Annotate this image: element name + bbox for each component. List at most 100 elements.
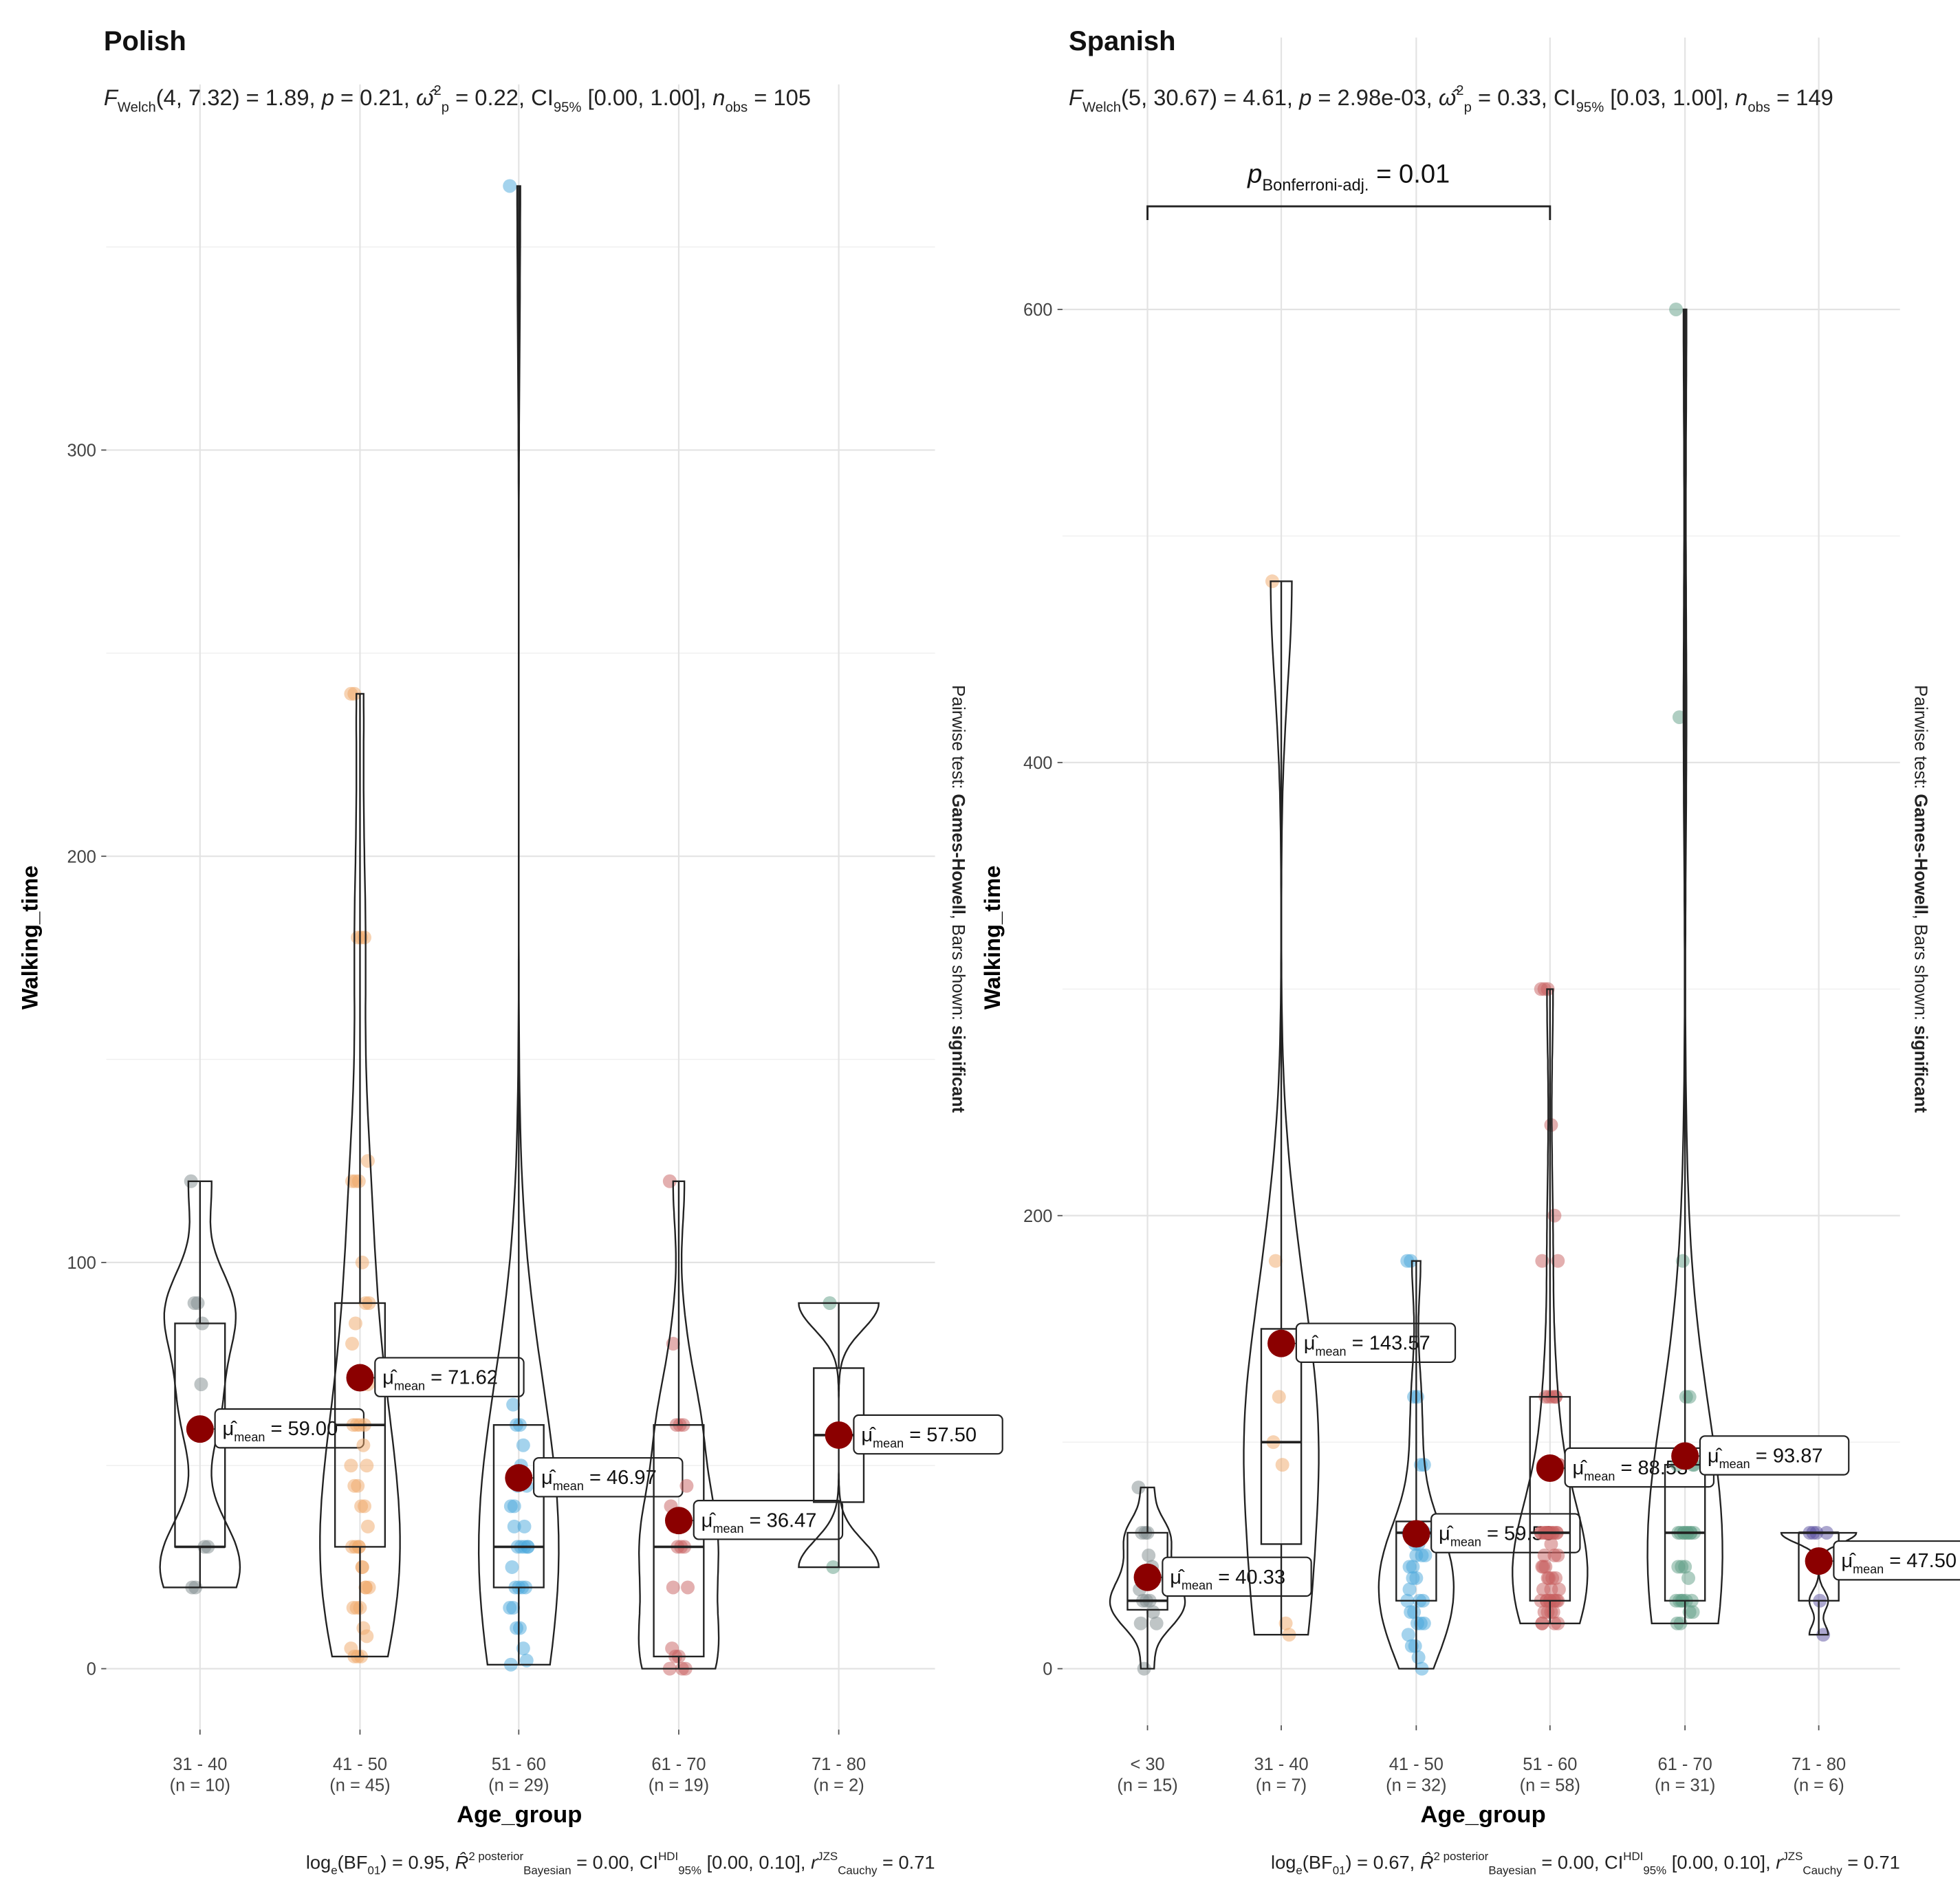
text-segment: = 57.50 (904, 1424, 977, 1446)
text-segment: = 93.87 (1750, 1445, 1823, 1467)
text-segment: 01 (1333, 1864, 1346, 1877)
data-point (347, 686, 362, 701)
x-tick-label: 61 - 70 (651, 1755, 706, 1774)
y-axis-title: Walking_time (979, 866, 1005, 1010)
text-segment: = 71.62 (425, 1367, 498, 1389)
y-tick-label: 400 (1023, 754, 1052, 773)
mean-label: μ̂mean = 59.00 (213, 1408, 365, 1449)
data-point (507, 1519, 521, 1533)
text-segment: = 0.21, (334, 85, 416, 110)
text-segment: mean (394, 1379, 425, 1393)
x-tick-label: 61 - 70 (1658, 1755, 1712, 1774)
violin (159, 1180, 241, 1588)
text-segment: n (712, 85, 725, 110)
data-point (1406, 1571, 1420, 1585)
data-point (345, 1337, 360, 1351)
x-tick-label: 31 - 40 (173, 1755, 227, 1774)
group-51-60: 51 - 60 (n = 29) μ̂mean = 46.97 (477, 179, 684, 1795)
x-tick-label: 51 - 60 (1523, 1755, 1577, 1774)
data-point (358, 1580, 373, 1595)
text-segment: μ̂ (382, 1367, 398, 1389)
text-segment: = 149 (1770, 85, 1833, 110)
significance-bracket: pBonferroni-adj. = 0.01 (1146, 159, 1551, 221)
text-segment: mean (1853, 1562, 1884, 1576)
x-tick-label: 71 - 80 (1792, 1755, 1846, 1774)
text-segment: Welch (118, 100, 156, 116)
x-tick-label: 41 - 50 (333, 1755, 387, 1774)
data-point (1408, 1639, 1422, 1653)
text-segment: mean (1182, 1579, 1212, 1593)
y-tick-label: 0 (87, 1660, 96, 1679)
text-segment: μ̂ (541, 1467, 556, 1489)
mean-point (1805, 1547, 1833, 1575)
text-segment: r (811, 1851, 818, 1872)
group--30: < 30 (n = 15) μ̂mean = 40.33 (1109, 1481, 1312, 1795)
data-point (351, 1478, 365, 1493)
text-segment: = 0.22, CI (449, 85, 554, 110)
group-31-40: 31 - 40 (n = 10) μ̂mean = 59.00 (159, 1174, 365, 1795)
text-segment: p (442, 100, 449, 116)
text-segment: μ̂ (223, 1418, 238, 1440)
x-tick-label: 71 - 80 (812, 1755, 866, 1774)
data-point (1540, 1571, 1555, 1585)
text-segment: HDI (1623, 1850, 1643, 1863)
x-tick-n-label: (n = 15) (1117, 1776, 1177, 1795)
data-point (681, 1580, 695, 1595)
text-segment: p (321, 85, 334, 110)
panel-spanish: 0 200 400 600 Spanish FWelch(5, 30.67) = 4.61… (979, 26, 1960, 1877)
panel-title: Spanish (1069, 26, 1175, 56)
y-axis-title: Walking_time (17, 866, 43, 1010)
data-point (1671, 1560, 1686, 1574)
text-segment: [0.00, 1.00], (581, 85, 712, 110)
mean-label-text: μ̂mean = 36.47 (701, 1509, 817, 1536)
text-segment: mean (1450, 1535, 1481, 1549)
side-note-segment: Games-Howell (1911, 794, 1930, 914)
box (1529, 1396, 1571, 1602)
data-point (1146, 1605, 1160, 1619)
text-segment: = 36.47 (744, 1509, 817, 1531)
pairwise-test-note: Pairwise test: Games-Howell, Bars shown:… (1911, 685, 1930, 1113)
data-point (516, 1438, 530, 1452)
mean-point (1133, 1563, 1162, 1591)
x-tick-label: < 30 (1130, 1755, 1164, 1774)
text-segment: = 46.97 (584, 1467, 657, 1489)
text-segment: n (1735, 85, 1747, 110)
mean-point (1671, 1442, 1699, 1470)
data-point (1535, 1254, 1549, 1268)
text-segment: mean (1584, 1470, 1615, 1483)
data-point (360, 1519, 375, 1533)
data-point (1681, 1571, 1696, 1585)
text-segment: = 59.00 (265, 1418, 338, 1440)
violin (1109, 1486, 1186, 1670)
text-segment: (5, 30.67) = 4.61, (1121, 85, 1299, 110)
x-tick-label: 41 - 50 (1389, 1755, 1444, 1774)
text-segment: = 143.57 (1347, 1333, 1430, 1355)
data-point (1142, 1548, 1156, 1562)
y-tick-label: 300 (67, 441, 96, 461)
data-point (1401, 1628, 1415, 1642)
text-segment: = 0.01 (1369, 159, 1450, 188)
mean-label-text: μ̂mean = 57.50 (861, 1424, 977, 1450)
data-point (1544, 1537, 1558, 1551)
data-point (351, 1174, 366, 1188)
x-tick-n-label: (n = 2) (813, 1776, 864, 1795)
mean-label-text: μ̂mean = 47.50 (1841, 1550, 1957, 1576)
mean-label-text: μ̂mean = 93.87 (1708, 1445, 1823, 1471)
text-segment: 95% (678, 1864, 701, 1877)
mean-label-text: μ̂mean = 59.00 (223, 1418, 338, 1444)
bracket-label: pBonferroni-adj. = 0.01 (1247, 159, 1450, 194)
text-segment: Bonferroni-adj. (1262, 177, 1369, 195)
panel-subtitle: FWelch(4, 7.32) = 1.89, p = 0.21, ω̂2p =… (104, 83, 811, 116)
data-point (517, 1519, 532, 1533)
text-segment: 01 (368, 1864, 381, 1877)
side-note-segment: Games-Howell (948, 794, 968, 914)
text-segment: mean (234, 1430, 265, 1444)
text-segment: 95% (1643, 1864, 1666, 1877)
text-segment: μ̂ (701, 1509, 717, 1531)
data-point (1272, 1390, 1286, 1404)
data-point (1551, 1254, 1565, 1268)
text-segment: JZS (817, 1850, 838, 1863)
data-point (1406, 1560, 1420, 1574)
text-segment: 95% (554, 100, 582, 116)
text-segment: mean (712, 1522, 743, 1536)
